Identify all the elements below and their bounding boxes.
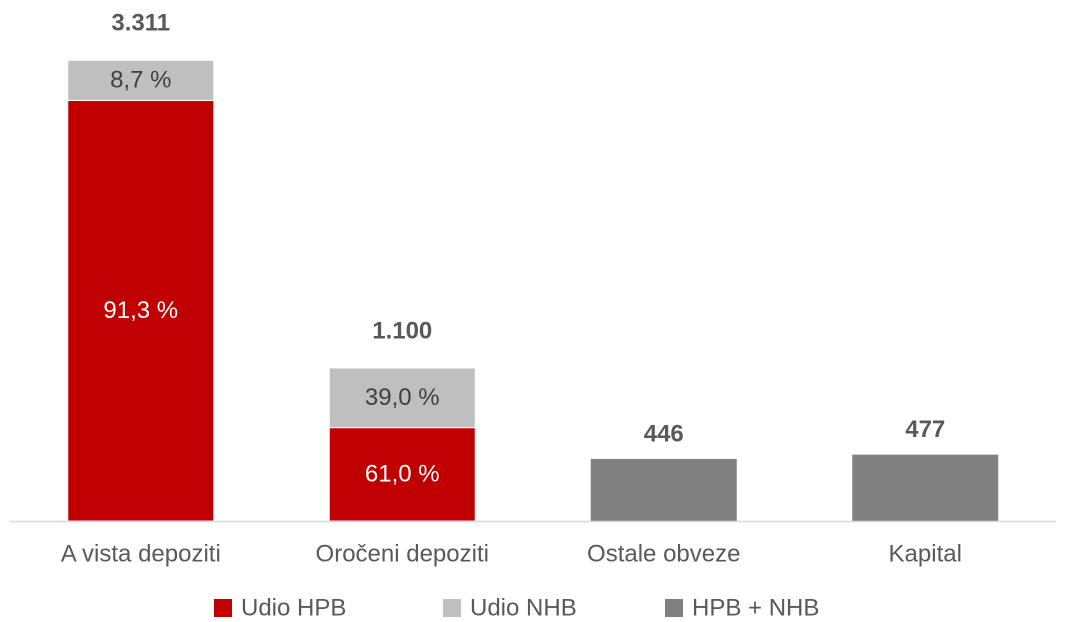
legend-item: Udio NHB — [443, 594, 577, 621]
bar-segment — [67, 99, 215, 522]
legend-swatch — [443, 599, 461, 617]
legend-label: HPB + NHB — [692, 594, 819, 621]
legend-label: Udio HPB — [241, 594, 346, 621]
segment-label: 39,0 % — [365, 384, 440, 411]
total-label: 1.100 — [372, 317, 432, 344]
x-tick-label: Oročeni depoziti — [316, 540, 489, 567]
x-tick-label: A vista depoziti — [61, 540, 221, 567]
x-tick-label: Kapital — [889, 540, 962, 567]
bar-segment — [67, 59, 215, 101]
legend-swatch — [214, 599, 232, 617]
legend-item: HPB + NHB — [665, 594, 819, 621]
legend-item: Udio HPB — [214, 594, 346, 621]
value-label: 477 — [905, 416, 945, 443]
x-tick-label: Ostale obveze — [587, 540, 740, 567]
segment-label: 91,3 % — [103, 297, 178, 324]
segment-label: 8,7 % — [110, 67, 171, 94]
bar — [590, 458, 737, 521]
value-label: 446 — [644, 420, 684, 447]
total-label: 3.311 — [111, 10, 170, 37]
legend-swatch — [665, 599, 683, 617]
bar-segment — [328, 367, 476, 429]
bar — [852, 454, 999, 521]
legend-label: Udio NHB — [470, 594, 577, 621]
segment-label: 61,0 % — [365, 461, 440, 488]
